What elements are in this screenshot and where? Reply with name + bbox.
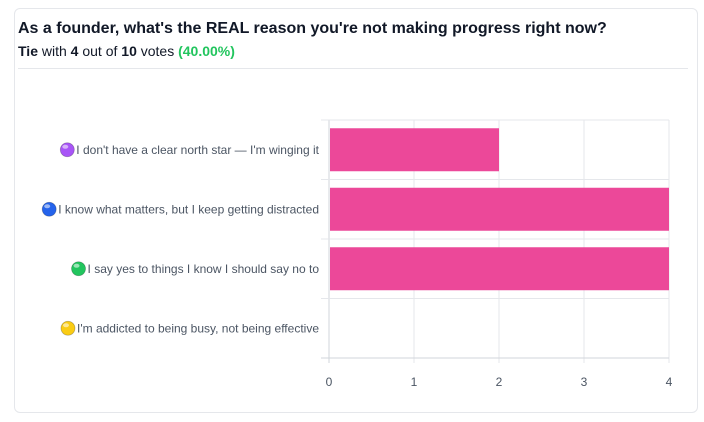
- category-label: I know what matters, but I keep getting …: [58, 202, 319, 216]
- category-label: I'm addicted to being busy, not being ef…: [77, 321, 319, 335]
- purple-circle-icon: [59, 142, 75, 158]
- category-label: I don't have a clear north star — I'm wi…: [76, 143, 319, 157]
- x-tick-label: 0: [326, 375, 333, 389]
- bar: [330, 187, 669, 231]
- green-circle-icon: [71, 261, 86, 277]
- x-tick-label: 2: [496, 375, 503, 389]
- x-tick-labels: 0 1 2 3 4: [326, 375, 673, 389]
- x-tick-label: 3: [581, 375, 588, 389]
- votes-text: votes: [140, 43, 175, 59]
- x-tick-label: 1: [411, 375, 418, 389]
- percentage: (40.00%): [178, 43, 235, 59]
- poll-question: As a founder, what's the REAL reason you…: [18, 20, 607, 37]
- bar: [330, 128, 499, 172]
- yellow-circle-icon: [60, 320, 76, 336]
- x-tick-label: 4: [666, 375, 673, 389]
- category-labels: I don't have a clear north star — I'm wi…: [41, 142, 320, 336]
- bars: [330, 128, 669, 291]
- blue-circle-icon: [41, 201, 57, 217]
- top-votes: 4: [70, 43, 79, 59]
- result-word: Tie: [18, 43, 38, 59]
- poll-summary: Tie with 4 out of 10 votes (40.00%): [18, 43, 235, 59]
- with-text: with: [41, 43, 67, 59]
- bar: [330, 247, 669, 291]
- header-divider: [18, 68, 688, 69]
- total-votes: 10: [121, 43, 137, 59]
- out-of-text: out of: [82, 43, 118, 59]
- grid-lines: [321, 119, 670, 363]
- category-label: I say yes to things I know I should say …: [88, 262, 320, 276]
